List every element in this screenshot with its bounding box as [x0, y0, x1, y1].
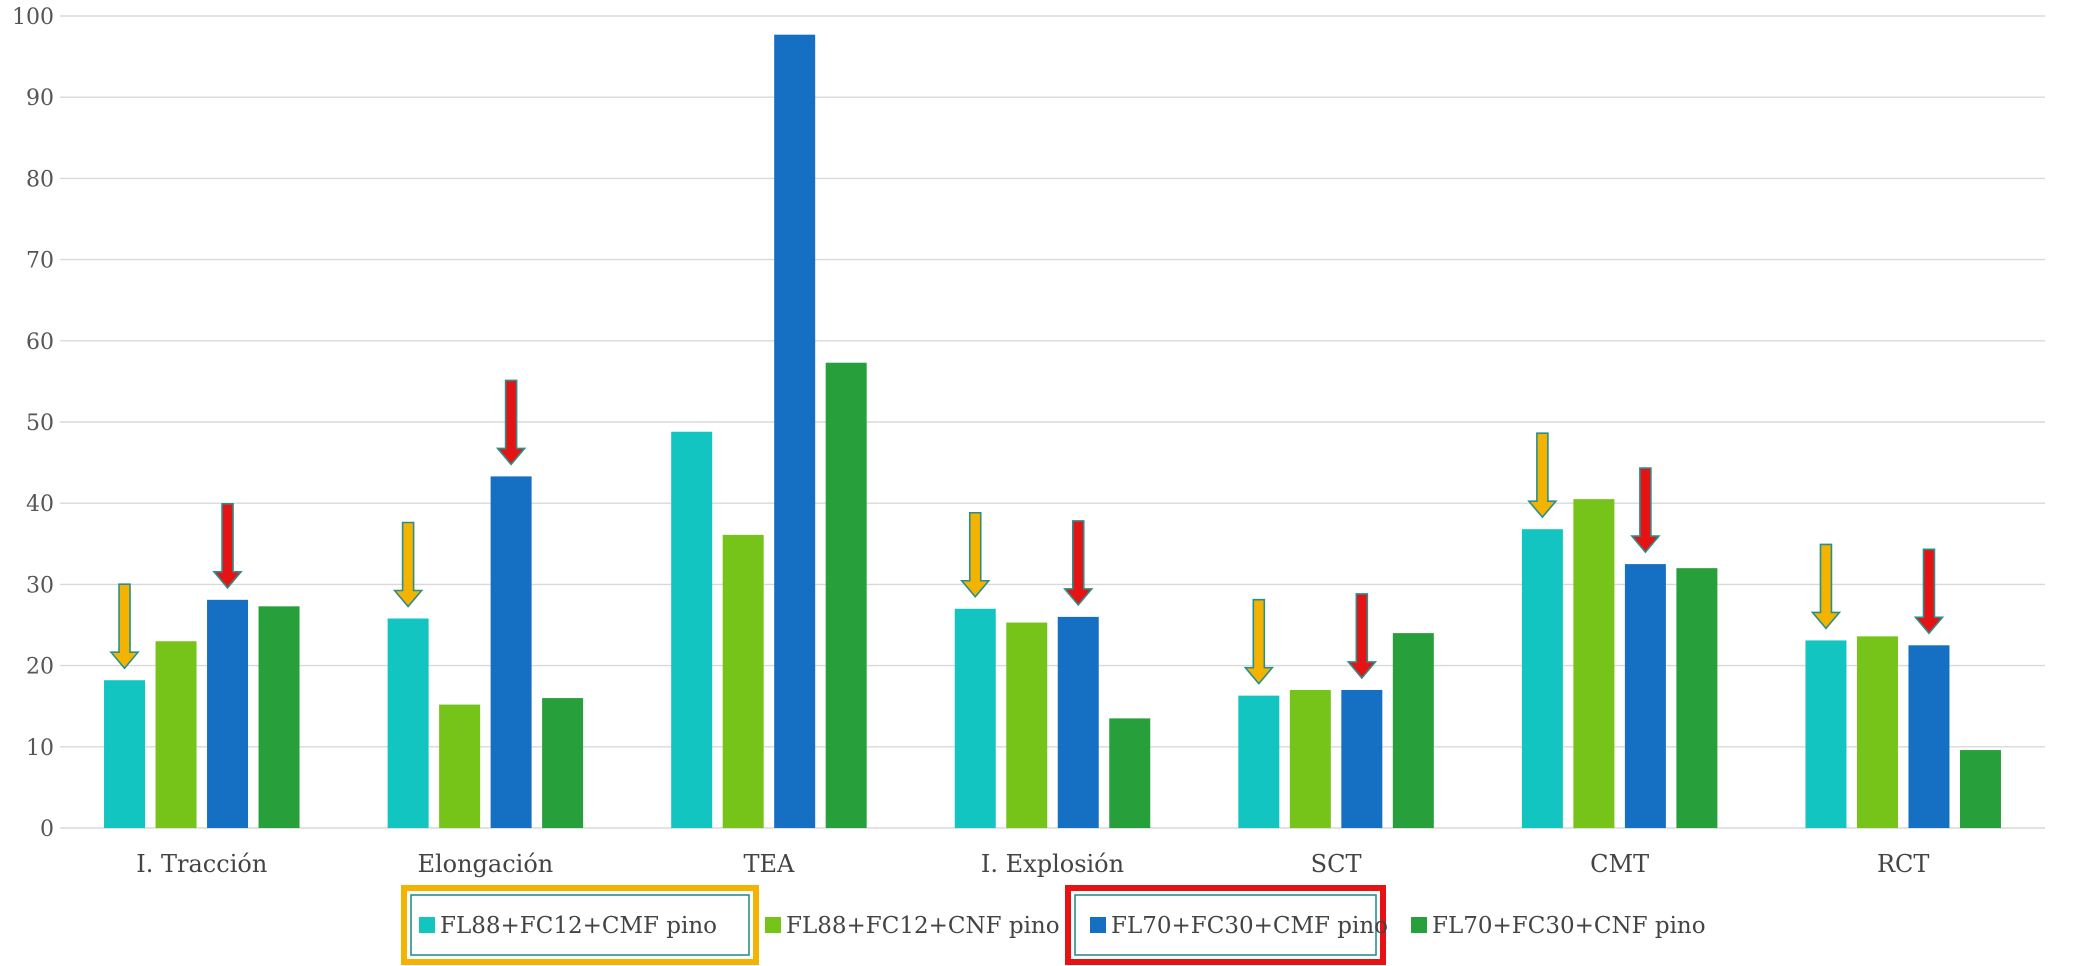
- y-tick-label: 0: [40, 817, 54, 842]
- y-tick-label: 90: [26, 86, 54, 111]
- bar-CMT-FL70+FC30+CNF pino: [1676, 568, 1718, 828]
- y-tick-label: 40: [26, 492, 54, 517]
- gridlines: [60, 15, 2045, 829]
- bar-CMT-FL70+FC30+CMF pino: [1624, 564, 1666, 828]
- bar-I. Tracción-FL88+FC12+CMF pino: [104, 680, 146, 828]
- y-tick-label: 100: [12, 5, 54, 30]
- bar-Elongación-FL88+FC12+CNF pino: [439, 704, 481, 828]
- bar-I. Explosión-FL88+FC12+CMF pino: [954, 608, 996, 828]
- bar-I. Explosión-FL70+FC30+CMF pino: [1057, 616, 1099, 828]
- legend-highlight-box: [1065, 885, 1386, 965]
- y-axis-ticks: 0 10 20 30 40 50 60 70 80 90 100: [12, 5, 54, 842]
- down-arrow-icon: [1063, 520, 1094, 607]
- x-category-label: Elongación: [417, 850, 553, 878]
- bar-RCT-FL88+FC12+CMF pino: [1805, 640, 1847, 828]
- annotation-arrows: [109, 379, 1945, 685]
- legend-label: FL88+FC12+CMF pino: [440, 913, 717, 939]
- legend-swatch: [1411, 917, 1427, 933]
- legend-highlight-box: [401, 885, 759, 965]
- bar-Elongación-FL70+FC30+CNF pino: [542, 698, 584, 828]
- down-arrow-icon: [1810, 543, 1842, 630]
- y-tick-label: 50: [26, 411, 54, 436]
- down-arrow-icon: [495, 379, 527, 466]
- bars: [104, 34, 2001, 828]
- y-tick-label: 10: [26, 736, 54, 761]
- legend-label: FL70+FC30+CMF pino: [1111, 913, 1388, 939]
- x-category-label: CMT: [1590, 850, 1649, 878]
- bar-RCT-FL70+FC30+CMF pino: [1908, 645, 1950, 828]
- y-tick-label: 30: [26, 573, 54, 598]
- down-arrow-icon: [392, 521, 424, 608]
- legend-highlight-inner-border: [1074, 894, 1377, 956]
- bar-Elongación-FL88+FC12+CMF pino: [387, 618, 429, 828]
- x-axis-categories: I. Tracción Elongación TEA I. Explosión SCT C…: [136, 850, 1929, 878]
- down-arrow-icon: [1527, 432, 1558, 519]
- down-arrow-icon: [212, 503, 243, 590]
- x-category-label: SCT: [1311, 850, 1362, 878]
- down-arrow-icon: [1243, 598, 1275, 685]
- x-category-label: I. Tracción: [136, 850, 267, 878]
- bar-I. Tracción-FL88+FC12+CNF pino: [155, 641, 197, 828]
- down-arrow-icon: [1346, 593, 1378, 680]
- bar-RCT-FL70+FC30+CNF pino: [1959, 750, 2001, 828]
- bar-TEA-FL88+FC12+CNF pino: [722, 534, 764, 828]
- legend-swatch: [419, 917, 435, 933]
- legend-swatch: [1090, 917, 1106, 933]
- y-tick-label: 80: [26, 167, 54, 192]
- y-tick-label: 70: [26, 249, 54, 274]
- y-tick-label: 60: [26, 330, 54, 355]
- legend-highlight-inner-border: [410, 894, 750, 956]
- bar-I. Explosión-FL70+FC30+CNF pino: [1109, 718, 1151, 828]
- legend: FL88+FC12+CMF pino FL88+FC12+CNF pino FL70…: [401, 885, 1706, 965]
- y-tick-label: 20: [26, 655, 54, 680]
- bar-RCT-FL88+FC12+CNF pino: [1856, 636, 1898, 828]
- legend-swatch: [765, 917, 781, 933]
- bar-CMT-FL88+FC12+CMF pino: [1521, 529, 1563, 828]
- bar-I. Tracción-FL70+FC30+CNF pino: [258, 606, 300, 828]
- bar-I. Tracción-FL70+FC30+CMF pino: [207, 599, 249, 828]
- bar-Elongación-FL70+FC30+CMF pino: [490, 476, 532, 828]
- bar-CMT-FL88+FC12+CNF pino: [1573, 499, 1615, 828]
- down-arrow-icon: [960, 511, 991, 599]
- bar-TEA-FL70+FC30+CNF pino: [825, 362, 867, 828]
- legend-label: FL70+FC30+CNF pino: [1432, 913, 1706, 939]
- x-category-label: RCT: [1877, 850, 1929, 878]
- bar-SCT-FL70+FC30+CMF pino: [1341, 689, 1383, 828]
- down-arrow-icon: [1630, 467, 1661, 554]
- bar-SCT-FL70+FC30+CNF pino: [1392, 633, 1434, 828]
- legend-label: FL88+FC12+CNF pino: [786, 913, 1060, 939]
- bar-TEA-FL88+FC12+CMF pino: [671, 431, 713, 828]
- x-category-label: TEA: [743, 850, 795, 878]
- bar-SCT-FL88+FC12+CNF pino: [1289, 689, 1331, 828]
- down-arrow-icon: [1913, 548, 1945, 635]
- bar-I. Explosión-FL88+FC12+CNF pino: [1006, 622, 1048, 828]
- bar-SCT-FL88+FC12+CMF pino: [1238, 695, 1280, 828]
- down-arrow-icon: [109, 583, 140, 670]
- x-category-label: I. Explosión: [981, 850, 1124, 878]
- bar-TEA-FL70+FC30+CMF pino: [774, 34, 816, 828]
